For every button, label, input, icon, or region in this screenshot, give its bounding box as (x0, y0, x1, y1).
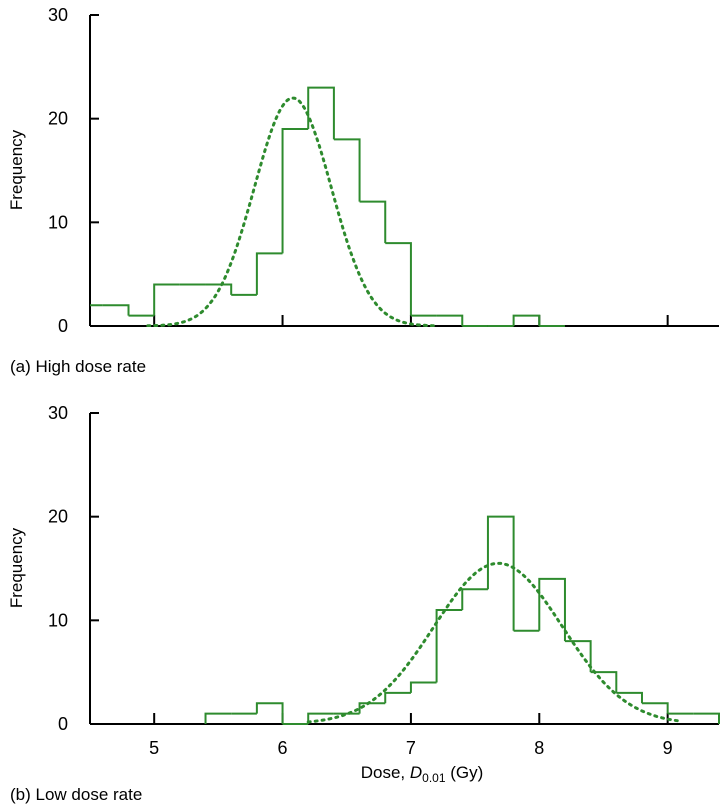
panel-b-caption: (b) Low dose rate (10, 785, 142, 804)
panel-a-high-dose-rate: Frequency (a) High dose rate 0 10 20 30 (7, 5, 719, 376)
panel-a-fit-curve (146, 96, 439, 327)
panel-b-histogram-bar (590, 671, 618, 693)
panel-b-histogram-bar (693, 712, 720, 724)
panel-b-plot-area (204, 515, 720, 725)
panel-a-histogram-bar (333, 138, 361, 202)
panel-a-histogram-bar (205, 283, 233, 295)
panel-b-histogram-bar (358, 702, 386, 714)
panel-a-histogram-bar (255, 252, 283, 295)
panel-b-histogram-bar (641, 702, 669, 714)
panel-b-x-tick-label: 9 (663, 738, 673, 758)
panel-b-histogram-bar (204, 712, 232, 724)
panel-b-y-tick-label: 30 (48, 403, 68, 423)
panel-a-y-tick-label: 20 (48, 109, 68, 129)
panel-b-fit-curve (306, 561, 682, 724)
panel-b-x-axis-label: Dose, D0.01 (Gy) (361, 763, 484, 785)
panel-b-y-tick-label: 20 (48, 507, 68, 527)
panel-a-histogram-bar (90, 304, 103, 307)
panel-b-y-axis-label: Frequency (7, 527, 26, 608)
panel-a-plot-area (90, 86, 565, 327)
panel-b-low-dose-rate: Frequency Dose, D0.01 (Gy) (b) Low dose … (7, 403, 720, 804)
panel-b-x-tick-label: 8 (534, 738, 544, 758)
panel-a-histogram-bar (281, 128, 309, 254)
panel-b-histogram-bar (486, 515, 515, 631)
panel-a-histogram-bar (512, 314, 541, 326)
panel-b-x-tick-label: 5 (149, 738, 159, 758)
panel-b-x-tick-label: 7 (406, 738, 416, 758)
panel-a-histogram-bar (307, 86, 335, 140)
panel-b-y-tick-label: 10 (48, 610, 68, 630)
panel-b-x-tick-label: 6 (278, 738, 288, 758)
panel-b-histogram-bar (384, 691, 411, 704)
panel-b-histogram-bar (255, 702, 284, 724)
panel-b-histogram-bar (564, 640, 592, 673)
panel-a-y-tick-label: 30 (48, 5, 68, 25)
panel-a-histogram-bar (385, 242, 412, 316)
panel-a-y-axis-label: Frequency (7, 129, 26, 210)
panel-b-histogram-bar (435, 608, 463, 683)
panel-b-histogram-bar (538, 577, 566, 642)
panel-a-histogram-bar (153, 283, 180, 316)
panel-a-y-tick-label: 10 (48, 212, 68, 232)
panel-b-histogram-bar (409, 681, 437, 693)
panel-a-histogram-bar (436, 314, 464, 326)
panel-a-y-tick-label: 0 (58, 316, 68, 336)
panel-a-caption: (a) High dose rate (10, 357, 146, 376)
panel-a-histogram-bar (102, 304, 130, 316)
panel-b-histogram-bar (461, 588, 488, 610)
panel-b-y-tick-label: 0 (58, 714, 68, 734)
panel-a-histogram-bar (359, 200, 387, 244)
panel-b-histogram-bar (616, 691, 643, 704)
